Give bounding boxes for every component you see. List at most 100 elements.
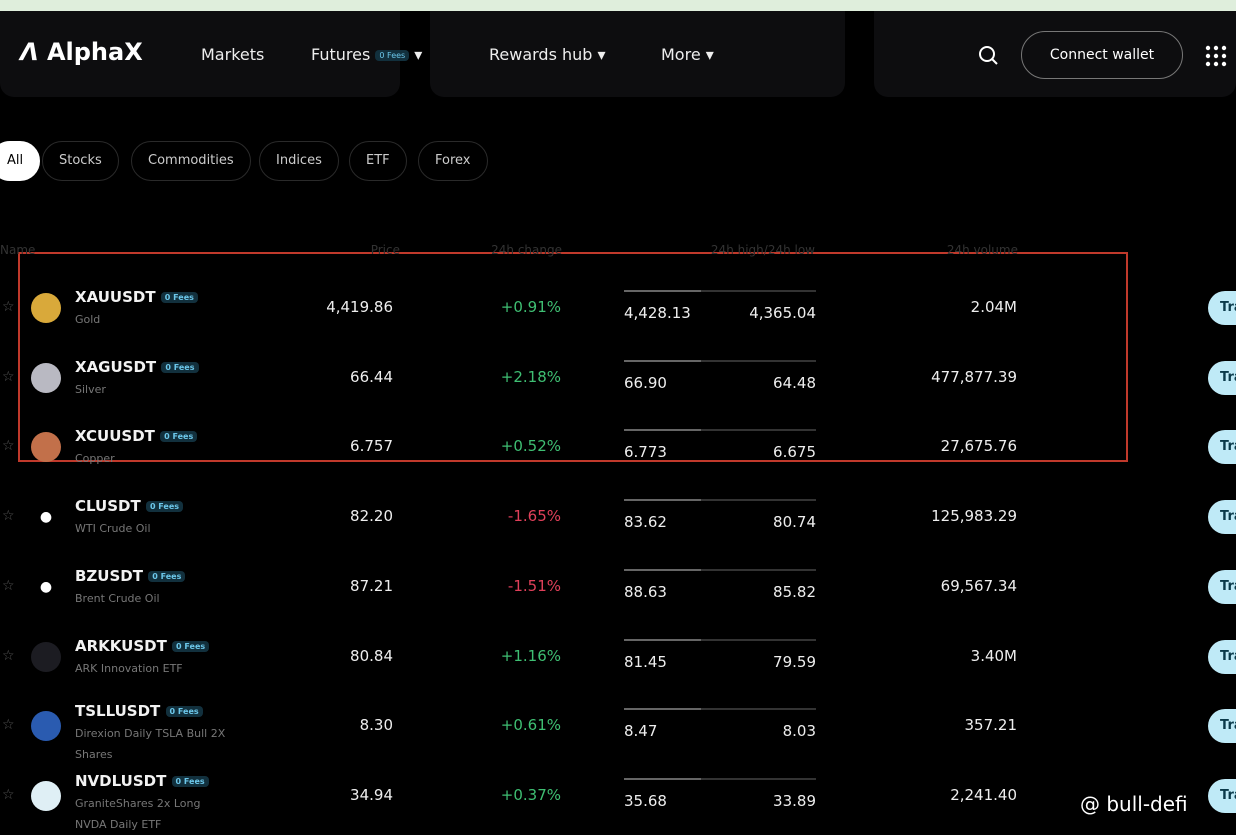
trade-button[interactable]: Trade — [1208, 360, 1236, 395]
symbol-text: TSLLUSDT — [75, 702, 161, 721]
connect-wallet[interactable]: Connect wallet — [1021, 31, 1183, 79]
volume: 2,241.40 — [950, 785, 1017, 804]
range-bar — [624, 568, 816, 571]
watermark: @ bull-defi — [1080, 792, 1188, 816]
symbol[interactable]: ARKKUSDT 0 Fees — [75, 637, 210, 655]
column-header[interactable]: 24h change — [491, 243, 562, 257]
badge: 0 Fees — [171, 775, 209, 787]
low: 6.675 — [773, 443, 816, 462]
low: 4,365.04 — [749, 304, 816, 322]
symbol-text: XCUUSDT — [75, 427, 155, 446]
nav-item[interactable]: Markets — [201, 45, 265, 64]
low: 8.03 — [782, 722, 816, 741]
volume: 2.04M — [970, 298, 1017, 316]
high: 6.773 — [624, 443, 667, 462]
nav-item[interactable]: Futures 0 Fees ▾ — [311, 45, 423, 64]
logo[interactable]: Λ AlphaX — [20, 38, 143, 66]
low: 80.74 — [773, 513, 816, 532]
nav-label: Futures — [311, 45, 371, 64]
symbol-text: XAGUSDT — [75, 357, 157, 376]
trade-button[interactable]: Trade — [1208, 709, 1236, 744]
volume: 125,983.29 — [931, 507, 1017, 526]
high: 81.45 — [624, 652, 667, 671]
trade-button[interactable]: Trade — [1208, 778, 1236, 813]
range-bar — [624, 429, 816, 432]
star[interactable]: ☆ — [2, 577, 15, 594]
symbol[interactable]: TSLLUSDT 0 Fees — [75, 702, 203, 720]
change: -1.65% — [507, 507, 561, 526]
range-bar — [624, 638, 816, 641]
nav-item[interactable]: Rewards hub ▾ — [489, 45, 606, 64]
asset-icon — [31, 432, 61, 463]
badge: 0 Fees — [165, 706, 203, 718]
symbol-text: BZUSDT — [75, 566, 143, 585]
star[interactable]: ☆ — [2, 786, 15, 803]
nav-item[interactable]: More ▾ — [661, 45, 714, 64]
asset-name: GraniteShares 2x Long NVDA Daily ETF — [75, 796, 201, 831]
symbol[interactable]: XCUUSDT 0 Fees — [75, 427, 198, 446]
badge: 0 Fees — [148, 570, 186, 582]
symbol-text: NVDLUSDT — [75, 771, 167, 790]
filter-chip[interactable]: ETF — [349, 141, 407, 181]
change: +0.37% — [500, 785, 561, 804]
column-header[interactable]: Price — [370, 243, 400, 257]
price: 8.30 — [359, 716, 393, 735]
star[interactable]: ☆ — [2, 299, 15, 315]
column-header[interactable]: 24h high/24h low — [710, 243, 815, 257]
high: 4,428.13 — [624, 304, 691, 322]
filter-chip[interactable]: Stocks — [42, 141, 119, 181]
trade-button[interactable]: Trade — [1208, 639, 1236, 674]
badge: 0 Fees — [160, 431, 198, 443]
high: 83.62 — [624, 513, 667, 532]
asset-icon — [31, 293, 61, 323]
asset-name: Gold — [75, 313, 101, 326]
trade-button[interactable]: Trade — [1208, 430, 1236, 465]
change: -1.51% — [507, 576, 561, 595]
column-header[interactable]: Name — [0, 243, 36, 257]
change: +0.91% — [500, 298, 561, 316]
asset-icon — [31, 711, 61, 742]
badge: 0 Fees — [160, 292, 198, 303]
star[interactable]: ☆ — [2, 508, 15, 525]
filter-chip[interactable]: Forex — [418, 141, 488, 181]
volume: 3.40M — [970, 646, 1017, 665]
star[interactable]: ☆ — [2, 717, 15, 734]
symbol-text: XAUUSDT — [75, 288, 156, 306]
star[interactable]: ☆ — [2, 438, 15, 455]
high: 66.90 — [624, 373, 667, 392]
symbol[interactable]: XAGUSDT 0 Fees — [75, 358, 199, 376]
filter-chip[interactable]: Commodities — [131, 141, 251, 181]
asset-name: Direxion Daily TSLA Bull 2X Shares — [75, 727, 226, 762]
price: 66.44 — [350, 367, 393, 386]
low: 33.89 — [773, 791, 816, 810]
column-header[interactable]: 24h volume — [946, 243, 1018, 257]
price: 4,419.86 — [326, 298, 393, 316]
star[interactable]: ☆ — [2, 647, 15, 664]
range-bar — [624, 708, 816, 711]
low: 64.48 — [773, 373, 816, 392]
change: +1.16% — [500, 646, 561, 665]
filter-chip[interactable]: Indices — [259, 141, 339, 181]
trade-button[interactable]: Trade — [1208, 569, 1236, 604]
range-bar — [624, 777, 816, 780]
asset-icon: ● — [31, 571, 61, 602]
badge: 0 Fees — [161, 361, 199, 373]
asset-icon — [31, 780, 61, 811]
filter-chip[interactable]: All — [0, 141, 41, 181]
menu-icon[interactable] — [1205, 45, 1227, 67]
badge: 0 Fees — [172, 640, 210, 652]
symbol[interactable]: XAUUSDT 0 Fees — [75, 288, 198, 306]
search-icon[interactable] — [978, 45, 1000, 67]
asset-name: Silver — [75, 382, 106, 396]
trade-button[interactable]: Trade — [1208, 500, 1236, 535]
symbol[interactable]: NVDLUSDT 0 Fees — [75, 772, 209, 790]
top-strip — [0, 0, 1236, 11]
asset-name: ARK Innovation ETF — [75, 661, 183, 675]
trade-button[interactable]: Trade — [1208, 291, 1236, 325]
star[interactable]: ☆ — [2, 368, 15, 385]
asset-icon — [31, 641, 61, 672]
symbol[interactable]: CLUSDT 0 Fees — [75, 497, 184, 515]
low: 85.82 — [773, 582, 816, 601]
symbol[interactable]: BZUSDT 0 Fees — [75, 566, 186, 585]
range-bar — [624, 359, 816, 362]
